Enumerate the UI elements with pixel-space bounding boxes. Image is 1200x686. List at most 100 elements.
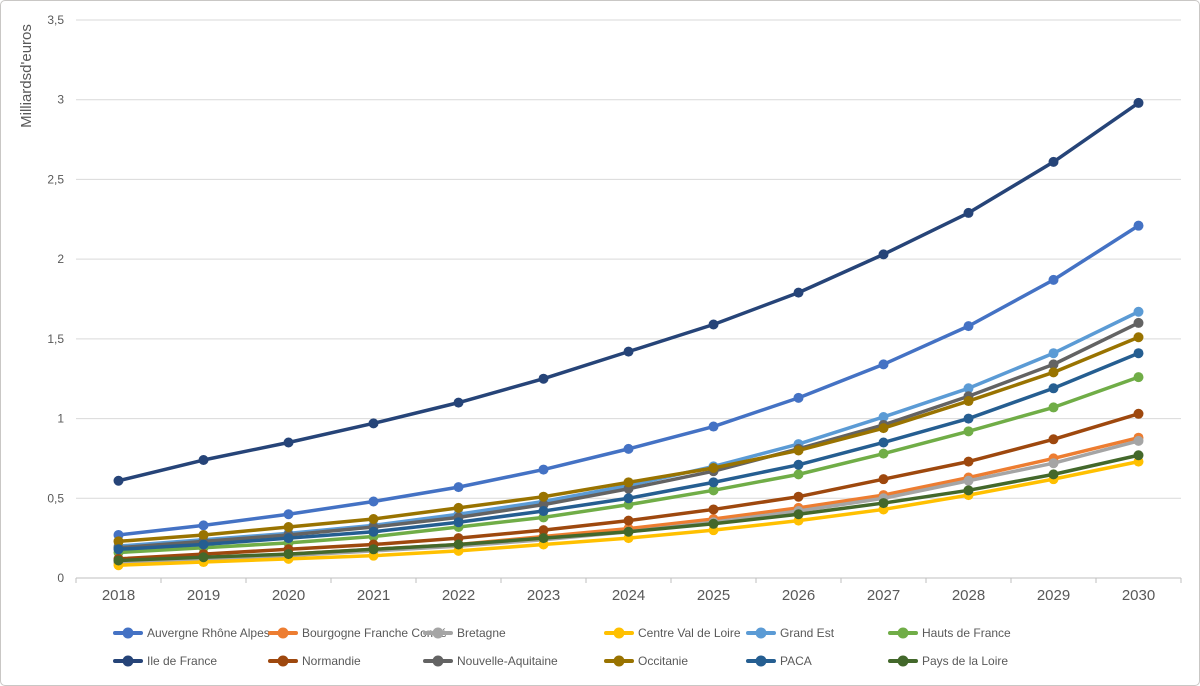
data-point-occitanie-2021[interactable] [368, 514, 379, 525]
data-point-ile-de-france-2028[interactable] [963, 207, 974, 218]
data-point-occitanie-2030[interactable] [1133, 332, 1144, 343]
data-point-pays-de-la-loire-2028[interactable] [963, 485, 974, 496]
data-point-occitanie-2028[interactable] [963, 396, 974, 407]
series-line-occitanie[interactable] [116, 335, 1141, 544]
series-occitanie[interactable] [113, 332, 1144, 547]
data-point-auvergne-rhone-alpes-2028[interactable] [963, 321, 974, 332]
data-point-ile-de-france-2024[interactable] [623, 346, 634, 357]
data-point-nouvelle-aquitaine-2029[interactable] [1048, 359, 1059, 370]
data-point-occitanie-2025[interactable] [708, 462, 719, 473]
data-point-ile-de-france-2022[interactable] [453, 397, 464, 408]
data-point-paca-2022[interactable] [453, 517, 464, 528]
data-point-hauts-de-france-2030[interactable] [1133, 372, 1144, 383]
data-point-ile-de-france-2030[interactable] [1133, 97, 1144, 108]
data-point-normandie-2023[interactable] [538, 525, 549, 536]
data-point-paca-2019[interactable] [198, 539, 209, 550]
data-point-hauts-de-france-2029[interactable] [1048, 402, 1059, 413]
data-point-occitanie-2019[interactable] [198, 529, 209, 540]
data-point-pays-de-la-loire-2019[interactable] [198, 552, 209, 563]
data-point-pays-de-la-loire-2024[interactable] [623, 526, 634, 537]
data-point-ile-de-france-2029[interactable] [1048, 156, 1059, 167]
data-point-hauts-de-france-2028[interactable] [963, 426, 974, 437]
data-point-normandie-2026[interactable] [793, 491, 804, 502]
data-point-normandie-2029[interactable] [1048, 434, 1059, 445]
series-grand-est[interactable] [113, 306, 1144, 552]
data-point-auvergne-rhone-alpes-2030[interactable] [1133, 220, 1144, 231]
data-point-auvergne-rhone-alpes-2021[interactable] [368, 496, 379, 507]
data-point-paca-2023[interactable] [538, 506, 549, 517]
series-line-nouvelle-aquitaine[interactable] [116, 321, 1141, 550]
data-point-grand-est-2030[interactable] [1133, 306, 1144, 317]
data-point-hauts-de-france-2026[interactable] [793, 469, 804, 480]
data-point-pays-de-la-loire-2018[interactable] [113, 555, 124, 566]
legend-item-paca[interactable]: PACA [746, 653, 812, 669]
data-point-paca-2021[interactable] [368, 526, 379, 537]
data-point-occitanie-2023[interactable] [538, 491, 549, 502]
data-point-pays-de-la-loire-2023[interactable] [538, 533, 549, 544]
data-point-nouvelle-aquitaine-2030[interactable] [1133, 317, 1144, 328]
data-point-normandie-2030[interactable] [1133, 408, 1144, 419]
data-point-ile-de-france-2025[interactable] [708, 319, 719, 330]
data-point-paca-2024[interactable] [623, 493, 634, 504]
legend-item-centre-val-de-loire[interactable]: Centre Val de Loire [604, 625, 741, 641]
data-point-paca-2028[interactable] [963, 413, 974, 424]
data-point-grand-est-2028[interactable] [963, 383, 974, 394]
data-point-ile-de-france-2021[interactable] [368, 418, 379, 429]
legend-item-pays-de-la-loire[interactable]: Pays de la Loire [888, 653, 1008, 669]
data-point-occitanie-2022[interactable] [453, 502, 464, 513]
data-point-occitanie-2018[interactable] [113, 536, 124, 547]
data-point-hauts-de-france-2027[interactable] [878, 448, 889, 459]
data-point-normandie-2027[interactable] [878, 474, 889, 485]
legend-item-bourgogne-franche-comte[interactable]: Bourgogne Franche Comté [268, 625, 447, 641]
data-point-occitanie-2024[interactable] [623, 477, 634, 488]
data-point-ile-de-france-2023[interactable] [538, 373, 549, 384]
data-point-auvergne-rhone-alpes-2022[interactable] [453, 482, 464, 493]
data-point-occitanie-2026[interactable] [793, 445, 804, 456]
data-point-paca-2030[interactable] [1133, 348, 1144, 359]
data-point-bretagne-2028[interactable] [963, 475, 974, 486]
data-point-ile-de-france-2026[interactable] [793, 287, 804, 298]
data-point-auvergne-rhone-alpes-2027[interactable] [878, 359, 889, 370]
legend-item-normandie[interactable]: Normandie [268, 653, 361, 669]
data-point-pays-de-la-loire-2021[interactable] [368, 544, 379, 555]
data-point-auvergne-rhone-alpes-2023[interactable] [538, 464, 549, 475]
data-point-pays-de-la-loire-2022[interactable] [453, 539, 464, 550]
data-point-paca-2027[interactable] [878, 437, 889, 448]
series-line-ile-de-france[interactable] [116, 101, 1141, 483]
data-point-paca-2018[interactable] [113, 544, 124, 555]
data-point-auvergne-rhone-alpes-2019[interactable] [198, 520, 209, 531]
data-point-grand-est-2029[interactable] [1048, 348, 1059, 359]
series-ile-de-france[interactable] [113, 97, 1144, 486]
data-point-pays-de-la-loire-2029[interactable] [1048, 469, 1059, 480]
data-point-pays-de-la-loire-2020[interactable] [283, 549, 294, 560]
series-paca[interactable] [113, 348, 1144, 555]
data-point-occitanie-2020[interactable] [283, 521, 294, 532]
legend-item-bretagne[interactable]: Bretagne [423, 625, 506, 641]
data-point-pays-de-la-loire-2025[interactable] [708, 518, 719, 529]
legend-item-nouvelle-aquitaine[interactable]: Nouvelle-Aquitaine [423, 653, 558, 669]
data-point-hauts-de-france-2025[interactable] [708, 485, 719, 496]
data-point-auvergne-rhone-alpes-2025[interactable] [708, 421, 719, 432]
data-point-normandie-2024[interactable] [623, 515, 634, 526]
data-point-grand-est-2027[interactable] [878, 411, 889, 422]
series-pays-de-la-loire[interactable] [113, 450, 1144, 566]
data-point-ile-de-france-2027[interactable] [878, 249, 889, 260]
data-point-bretagne-2030[interactable] [1133, 435, 1144, 446]
data-point-ile-de-france-2020[interactable] [283, 437, 294, 448]
legend-item-grand-est[interactable]: Grand Est [746, 625, 834, 641]
data-point-paca-2026[interactable] [793, 459, 804, 470]
data-point-auvergne-rhone-alpes-2024[interactable] [623, 443, 634, 454]
data-point-auvergne-rhone-alpes-2029[interactable] [1048, 274, 1059, 285]
data-point-bretagne-2029[interactable] [1048, 458, 1059, 469]
data-point-auvergne-rhone-alpes-2026[interactable] [793, 392, 804, 403]
data-point-paca-2025[interactable] [708, 477, 719, 488]
data-point-paca-2029[interactable] [1048, 383, 1059, 394]
data-point-normandie-2025[interactable] [708, 504, 719, 515]
data-point-occitanie-2027[interactable] [878, 423, 889, 434]
data-point-pays-de-la-loire-2030[interactable] [1133, 450, 1144, 461]
data-point-pays-de-la-loire-2026[interactable] [793, 509, 804, 520]
legend-item-hauts-de-france[interactable]: Hauts de France [888, 625, 1011, 641]
data-point-auvergne-rhone-alpes-2020[interactable] [283, 509, 294, 520]
legend-item-ile-de-france[interactable]: Ile de France [113, 653, 217, 669]
data-point-normandie-2028[interactable] [963, 456, 974, 467]
